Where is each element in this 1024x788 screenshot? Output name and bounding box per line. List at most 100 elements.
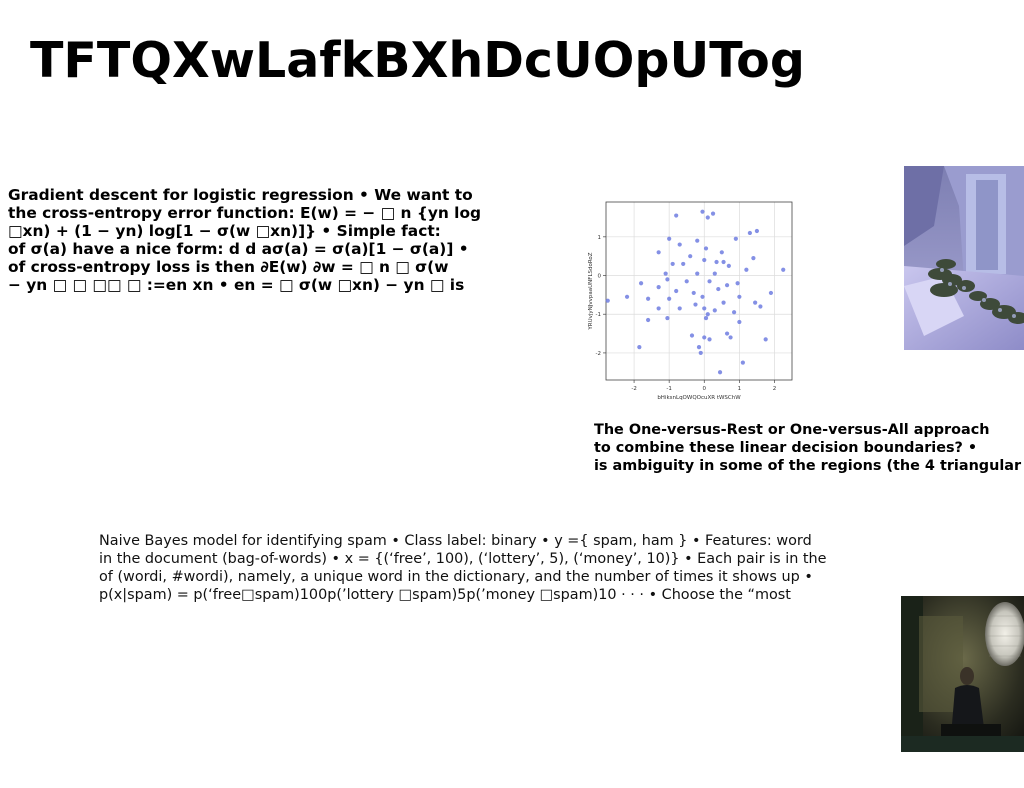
data-point bbox=[670, 261, 675, 267]
data-point bbox=[712, 308, 717, 313]
data-point bbox=[737, 294, 742, 299]
data-point bbox=[747, 230, 752, 236]
data-point bbox=[702, 257, 707, 263]
data-point bbox=[763, 337, 768, 342]
data-point bbox=[624, 294, 630, 299]
naive-bayes-text: Naive Bayes model for identifying spam •… bbox=[99, 532, 827, 604]
data-point bbox=[719, 250, 724, 255]
data-point bbox=[605, 298, 610, 303]
data-point bbox=[667, 236, 672, 241]
logistic-regression-text: Gradient descent for logistic regression… bbox=[8, 186, 508, 294]
x-tick-label: 0 bbox=[703, 386, 707, 392]
data-point bbox=[677, 242, 682, 247]
data-point bbox=[656, 306, 661, 311]
y-tick-label: -2 bbox=[596, 351, 601, 357]
text-line: Gradient descent for logistic regression… bbox=[8, 186, 473, 204]
data-point bbox=[693, 302, 698, 307]
one-vs-rest-text: The One-versus-Rest or One-versus-All ap… bbox=[594, 421, 1024, 475]
data-point bbox=[663, 271, 668, 276]
data-point bbox=[656, 250, 661, 255]
data-point bbox=[724, 331, 730, 336]
data-point bbox=[698, 350, 703, 356]
text-line: of cross-entropy loss is then ∂E(w) ∂w =… bbox=[8, 258, 449, 276]
data-point bbox=[681, 261, 686, 267]
y-tick-label: 1 bbox=[598, 235, 602, 241]
data-point bbox=[691, 290, 696, 296]
data-point bbox=[696, 345, 702, 350]
data-point bbox=[740, 360, 745, 365]
x-tick-label: -2 bbox=[631, 386, 636, 392]
data-point bbox=[707, 337, 712, 342]
data-point bbox=[702, 335, 707, 340]
text-line: is ambiguity in some of the regions (the… bbox=[594, 458, 1022, 474]
data-point bbox=[688, 254, 693, 259]
x-tick-label: 2 bbox=[773, 386, 777, 392]
x-tick-label: -1 bbox=[666, 386, 671, 392]
data-point bbox=[703, 315, 709, 321]
data-point bbox=[724, 283, 730, 288]
text-line: to combine these linear decision boundar… bbox=[594, 440, 978, 456]
slide-title: TFTQXwLafkBXhDcUOpUTog bbox=[30, 32, 805, 89]
data-point bbox=[705, 312, 710, 317]
data-point bbox=[768, 290, 774, 296]
data-point bbox=[712, 271, 717, 276]
data-point bbox=[754, 228, 760, 234]
data-point bbox=[700, 209, 705, 214]
data-point bbox=[733, 236, 738, 241]
data-point bbox=[731, 310, 737, 315]
text-line: − yn □ □ □□ □ :=en xn • en = □ σ(w □xn) … bbox=[8, 276, 465, 294]
scatter-plot: -2 -1 0 1 2 1 0 -1 -2 bHiksnLqOWQOcuXR tWSChW YRUv… bbox=[588, 201, 793, 401]
data-point bbox=[700, 294, 705, 299]
data-point bbox=[737, 319, 742, 325]
data-point bbox=[728, 335, 733, 340]
data-point bbox=[638, 281, 644, 286]
data-point bbox=[646, 296, 651, 301]
data-point bbox=[705, 215, 710, 220]
data-point bbox=[717, 370, 723, 375]
data-point bbox=[677, 306, 682, 311]
data-point bbox=[781, 267, 786, 272]
dark-room-photo bbox=[901, 596, 1024, 752]
y-axis-label: YRUvjyNJvvpaaUNFLSdoRoZ bbox=[588, 252, 594, 330]
data-point bbox=[684, 279, 689, 284]
data-point bbox=[689, 333, 695, 338]
x-tick-label: 1 bbox=[738, 386, 742, 392]
data-point bbox=[656, 285, 661, 290]
data-point bbox=[721, 259, 726, 265]
data-point bbox=[665, 277, 670, 282]
data-point bbox=[707, 279, 712, 284]
data-point bbox=[674, 213, 679, 218]
data-point bbox=[744, 267, 749, 272]
data-point bbox=[710, 211, 716, 216]
text-line: of (wordi, #wordi), namely, a unique wor… bbox=[99, 569, 813, 585]
y-tick-label: -1 bbox=[596, 312, 601, 318]
text-line: of σ(a) have a nice form: d d aσ(a) = σ(… bbox=[8, 240, 469, 258]
data-point bbox=[695, 271, 700, 276]
text-line: Naive Bayes model for identifying spam •… bbox=[99, 533, 812, 549]
data-point bbox=[695, 238, 700, 243]
data-point bbox=[665, 315, 670, 321]
data-point bbox=[721, 300, 726, 305]
data-point bbox=[714, 259, 719, 265]
data-point bbox=[703, 246, 709, 251]
x-axis-label: bHiksnLqOWQOcuXR tWSChW bbox=[657, 395, 741, 401]
text-line: The One-versus-Rest or One-versus-All ap… bbox=[594, 422, 990, 438]
rendered-scene-image bbox=[904, 166, 1024, 350]
data-point bbox=[674, 288, 679, 294]
data-point bbox=[702, 306, 707, 311]
data-point bbox=[751, 256, 756, 261]
data-point bbox=[716, 286, 721, 292]
y-tick-label: 0 bbox=[598, 274, 602, 280]
data-point bbox=[758, 304, 763, 309]
data-point bbox=[753, 300, 758, 305]
data-point bbox=[646, 317, 651, 323]
text-line: the cross-entropy error function: E(w) =… bbox=[8, 204, 482, 222]
data-point bbox=[726, 263, 731, 268]
text-line: □xn) + (1 − yn) log[1 − σ(w □xn)]} • Sim… bbox=[8, 222, 441, 240]
plot-frame bbox=[605, 201, 793, 381]
text-line: in the document (bag-of-words) • x = {(‘… bbox=[99, 551, 827, 567]
data-point bbox=[667, 296, 672, 301]
data-point bbox=[735, 281, 740, 286]
data-point bbox=[637, 345, 642, 350]
text-line: p(x|spam) = p(‘free□spam)100p(’lottery □… bbox=[99, 587, 791, 603]
